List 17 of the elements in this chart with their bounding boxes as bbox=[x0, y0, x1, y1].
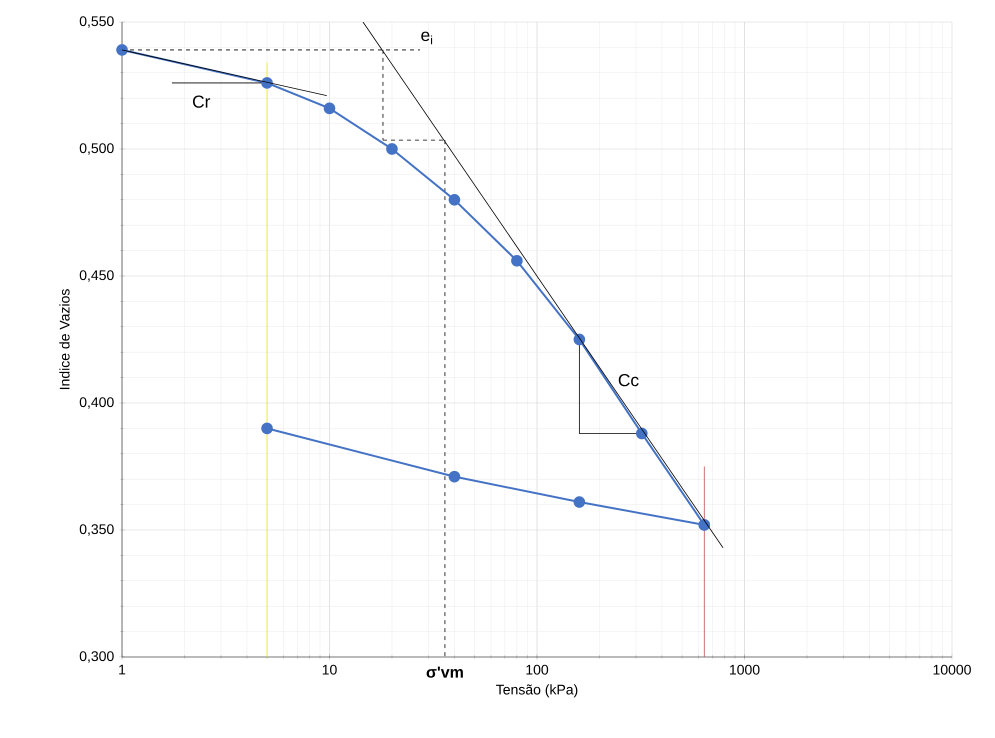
x-axis-title: Tensão (kPa) bbox=[496, 684, 578, 698]
y-tick-label: 0,300 bbox=[80, 651, 114, 663]
y-tick-label: 0,350 bbox=[80, 524, 114, 536]
y-tick-label: 0,400 bbox=[80, 397, 114, 409]
y-tick-label: 0,500 bbox=[80, 143, 114, 155]
y-tick-label: 0,550 bbox=[80, 16, 114, 28]
annotation: Cc bbox=[618, 374, 639, 386]
x-tick-label: 1000 bbox=[730, 664, 760, 675]
annotation: σ'vm bbox=[426, 666, 463, 678]
annotation: Cr bbox=[192, 95, 210, 108]
annotation: e$_{i}$ bbox=[421, 32, 432, 44]
x-tick-label: 1 bbox=[119, 664, 126, 674]
x-tick-label: 10000 bbox=[934, 664, 971, 675]
y-tick-label: 0,450 bbox=[80, 270, 114, 282]
x-tick-label: 100 bbox=[526, 664, 548, 675]
y-axis-title: Indice de Vazios bbox=[59, 289, 70, 390]
x-tick-label: 10 bbox=[322, 664, 337, 675]
